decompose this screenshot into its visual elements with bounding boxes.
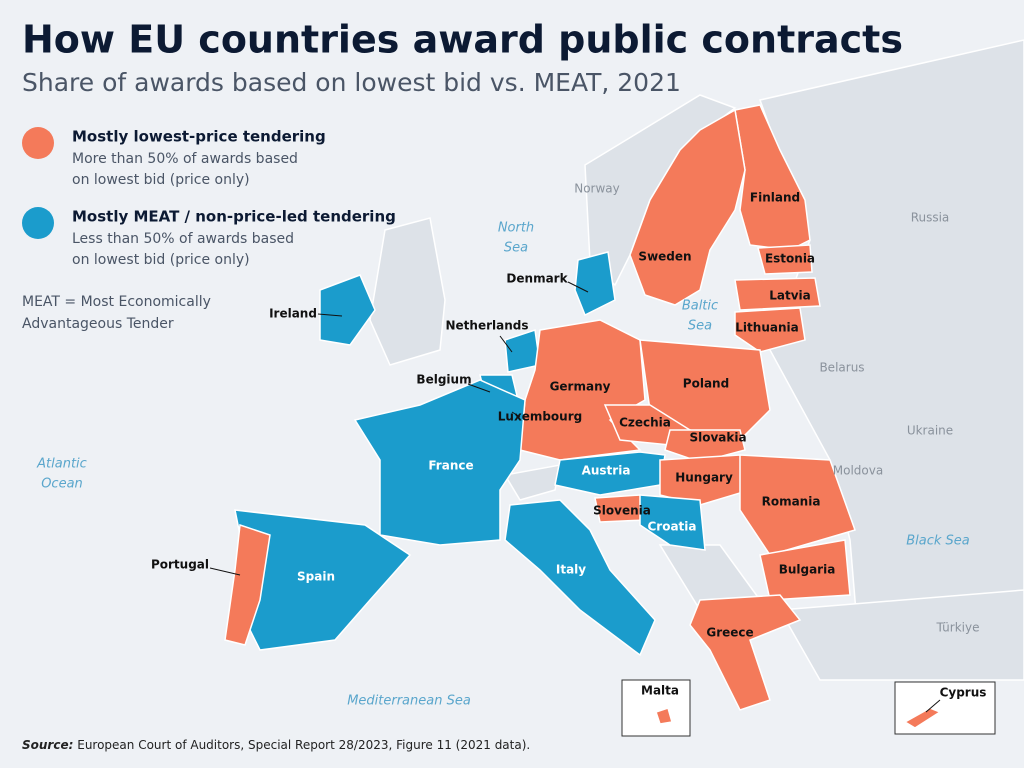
country-label: Ireland [269, 307, 317, 321]
sea-label: Sea [504, 241, 528, 256]
subtitle: Share of awards based on lowest bid vs. … [22, 68, 681, 97]
leader-line [467, 383, 491, 393]
country-label: Latvia [769, 289, 811, 303]
legend-swatch [22, 127, 54, 159]
country-shape [757, 244, 813, 275]
country-label: Germany [550, 380, 611, 394]
country-label: Estonia [765, 252, 815, 266]
inset-box [894, 681, 996, 735]
sea-label: Black Sea [906, 534, 970, 549]
legend-description: More than 50% of awards based [72, 151, 298, 167]
country-shape [353, 379, 526, 546]
country-shape [639, 494, 706, 551]
legend: Mostly lowest-price tendering More than 5… [22, 127, 396, 332]
country-label: Romania [762, 495, 821, 509]
country-shape [224, 523, 271, 646]
source-text: European Court of Auditors, Special Repo… [77, 738, 530, 752]
country-label: Hungary [675, 471, 733, 485]
country-shape [574, 251, 616, 317]
country-label: Spain [297, 570, 335, 584]
non-eu-label: Türkiye [936, 621, 980, 635]
country-shape [629, 108, 746, 306]
country-label: Denmark [506, 272, 568, 286]
country-label: Croatia [647, 520, 696, 534]
country-label: Poland [683, 377, 729, 391]
labels: Finland Sweden Estonia Latvia Lithuania Denma… [36, 182, 986, 713]
country-label: Sweden [638, 250, 691, 264]
legend-description: on lowest bid (price only) [72, 252, 250, 268]
legend-description: on lowest bid (price only) [72, 172, 250, 188]
country-shape [659, 454, 751, 506]
country-shape [504, 329, 541, 373]
sea-label: Ocean [41, 477, 83, 492]
source-label: Source: [22, 738, 73, 752]
country-shape [759, 539, 851, 601]
country-label: Cyprus [940, 686, 987, 700]
country-label: Slovenia [593, 504, 651, 518]
leader-line [511, 411, 521, 418]
country-shape [739, 454, 856, 556]
country-label: France [428, 459, 473, 473]
country-label: Austria [582, 464, 631, 478]
country-label: Italy [556, 563, 586, 577]
sea-label: Baltic [682, 299, 718, 314]
country-shape [734, 307, 806, 353]
note: MEAT = Most Economically [22, 294, 211, 310]
country-label: Portugal [151, 558, 209, 572]
land [503, 464, 561, 501]
country-label: Belgium [416, 373, 471, 387]
country-shape [734, 277, 821, 311]
country-shape [903, 707, 942, 729]
land [778, 589, 1024, 681]
non-eu-label: Russia [911, 211, 950, 225]
non-eu-label: Ukraine [907, 424, 953, 438]
country-shape [504, 499, 656, 657]
leader-line [567, 281, 589, 293]
leader-line [925, 699, 941, 713]
title: How EU countries award public contracts [22, 18, 903, 62]
country-shape [319, 274, 376, 346]
country-label: Malta [641, 684, 679, 698]
non-eu-label: Moldova [833, 464, 883, 478]
non-eu-label: Norway [574, 182, 620, 196]
country-label: Czechia [619, 416, 671, 430]
legend-label: Mostly lowest-price tendering [72, 128, 326, 146]
non-eu-label: Belarus [819, 361, 864, 375]
leader-line [317, 313, 343, 317]
sea-label: Atlantic [36, 457, 87, 472]
source: Source: European Court of Auditors, Spec… [22, 738, 530, 752]
sea-label: North [498, 221, 534, 236]
non-eu-land [369, 39, 1024, 681]
country-label: Finland [750, 191, 800, 205]
legend-label: Mostly MEAT / non-price-led tendering [72, 208, 396, 226]
sea-label: Sea [688, 319, 712, 334]
country-label: Netherlands [445, 319, 528, 333]
country-label: Lithuania [735, 321, 798, 335]
leader-line [499, 335, 513, 353]
country-label: Slovakia [689, 431, 746, 445]
land [369, 217, 446, 366]
country-label: Greece [706, 626, 753, 640]
sea-label: Mediterranean Sea [347, 694, 471, 709]
country-label: Luxembourg [498, 410, 582, 424]
legend-swatch [22, 207, 54, 239]
land [759, 39, 1024, 661]
legend-description: Less than 50% of awards based [72, 231, 294, 247]
countries [224, 104, 942, 729]
inset-box [621, 679, 691, 737]
leader-line [209, 567, 241, 576]
note: Advantageous Tender [22, 316, 174, 332]
country-label: Bulgaria [779, 563, 836, 577]
country-shape [689, 594, 802, 711]
country-shape [655, 707, 673, 725]
